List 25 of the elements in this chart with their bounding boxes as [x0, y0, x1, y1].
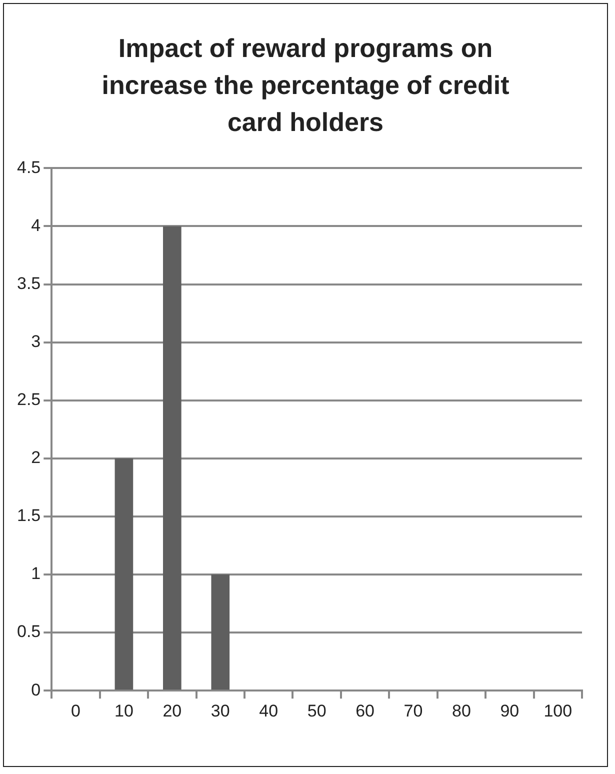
x-tick-label: 30: [210, 701, 230, 720]
x-tick-label: 10: [114, 701, 134, 720]
x-tick-label: 80: [452, 701, 471, 720]
bar: [114, 458, 134, 690]
x-tick-label: 90: [500, 701, 520, 720]
y-tick-label: 3: [31, 332, 41, 352]
x-tick-label: 100: [544, 701, 572, 720]
y-tick-label: 4: [31, 216, 41, 235]
y-tick-label: 4.5: [16, 158, 41, 177]
y-tick-label: 1.5: [16, 506, 41, 526]
y-tick-label: 0.5: [16, 622, 41, 642]
y-tick-label: 0: [31, 680, 41, 700]
x-tick-label: 20: [162, 701, 182, 720]
chart-title: Impact of reward programs on increase the percentage of credit card holders: [100, 32, 510, 139]
x-tick-label: 70: [404, 701, 423, 720]
bar: [163, 226, 182, 690]
x-tick-label: 40: [259, 701, 278, 720]
x-tick-label: 50: [307, 701, 326, 720]
bar: [211, 574, 230, 690]
y-tick-label: 2.5: [16, 390, 41, 410]
x-tick-label: 60: [356, 701, 374, 720]
x-tick-label: 0: [71, 701, 80, 720]
y-tick-label: 2: [31, 448, 41, 468]
y-tick-label: 1: [31, 564, 41, 584]
y-tick-label: 3.5: [16, 274, 41, 293]
